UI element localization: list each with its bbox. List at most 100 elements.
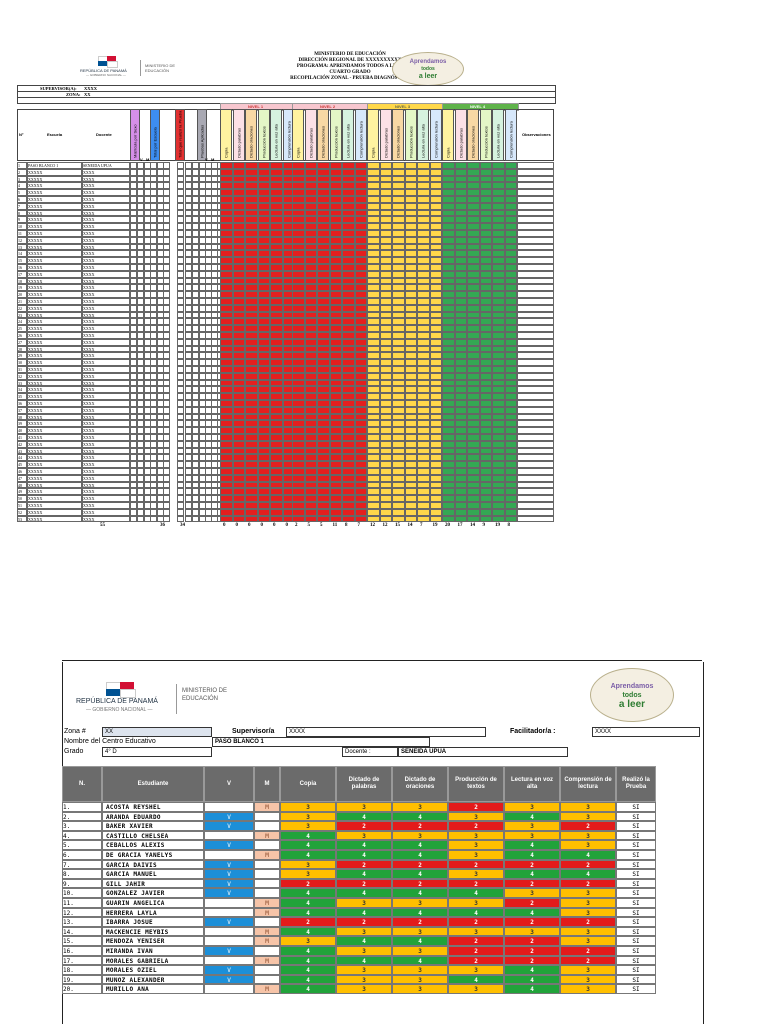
level-cell [467, 474, 480, 482]
level-cell [304, 182, 317, 190]
student-row[interactable]: 6. DE GRACIA YANELYS M 4 4 4 3 4 4 SI [62, 850, 702, 860]
row-count-cell [185, 508, 192, 516]
student-row[interactable]: 2. ARANDA EDUARDO V 3 4 4 3 4 3 SI [62, 811, 702, 822]
level-cell [232, 209, 245, 217]
row-docente: XXXX [82, 223, 130, 230]
level-cell [467, 379, 480, 387]
student-row[interactable]: 1. ACOSTA REYSHEL M 3 3 3 2 3 3 SI [62, 802, 702, 812]
level-cell [367, 359, 380, 366]
row-count-cell [150, 508, 157, 516]
level-cell [245, 434, 258, 441]
level-cell [392, 427, 405, 434]
level-cell [467, 434, 480, 441]
country-name: REPÚBLICA DE PANAMÁ [80, 68, 127, 73]
level-cell [379, 277, 392, 285]
supervisor-field[interactable]: XXXX [286, 727, 486, 737]
level-cell [392, 304, 405, 312]
level-cell [270, 359, 283, 366]
facilitador-field[interactable]: XXXX [592, 727, 700, 737]
sex-v-mark: V [204, 974, 254, 985]
level-cell [404, 379, 417, 387]
level-cell [417, 189, 430, 196]
student-row[interactable]: 20. MURILLO ANA M 4 3 3 3 4 3 SI [62, 984, 702, 994]
row-observaciones [517, 427, 554, 434]
level-cell [442, 196, 455, 203]
student-row[interactable]: 8. GARCIA MANUEL V 3 4 4 3 4 4 SI [62, 869, 702, 879]
level-cell [257, 508, 270, 516]
summary-sheet: REPÚBLICA DE PANAMÁ — GOBIERNO NACIONAL … [17, 52, 556, 528]
level-cell [442, 270, 455, 278]
grado-field[interactable]: 4° D [102, 747, 212, 757]
row-count-cell [185, 427, 192, 434]
student-row[interactable]: 5. CEBALLOS ALEXIS V 4 4 4 3 4 3 SI [62, 840, 702, 850]
level-cell [354, 427, 367, 434]
gov-label: — GOBIERNO NACIONAL — [86, 73, 126, 77]
row-count-cell [137, 202, 144, 210]
row-count-cell [137, 440, 144, 448]
student-row[interactable]: 10. GONZALEZ JAVIER V 4 4 4 4 3 3 SI [62, 888, 702, 898]
level-cell [245, 440, 258, 448]
header-estudiante: Estudiante [102, 766, 204, 802]
level-cell [442, 175, 455, 183]
level-cell [392, 488, 405, 496]
level-cell [232, 162, 245, 169]
centro-field[interactable]: PASO BLANCO 1 [212, 737, 430, 747]
row-escuela: XXXXX [27, 202, 82, 210]
level-cell [292, 304, 305, 312]
skill-header-label: Comprensión lectura [286, 121, 291, 158]
level-cell [329, 230, 342, 237]
student-row[interactable]: 13. IBARRA JOSUE V 2 2 2 2 2 2 SI [62, 917, 702, 927]
zona-field[interactable]: XX [102, 727, 212, 737]
level-cell [245, 413, 258, 421]
level-cell [392, 291, 405, 298]
skill-header: Copia [220, 109, 232, 161]
level-cell [392, 189, 405, 196]
student-row[interactable]: 3. BAKER XAVIER V 3 2 2 2 3 2 SI [62, 821, 702, 831]
student-row[interactable]: 7. GARCIA DAIVIS V 3 2 2 2 2 2 SI [62, 859, 702, 870]
level-cell [304, 189, 317, 196]
student-number: 18. [62, 965, 102, 975]
level-cell [292, 189, 305, 196]
score-cell: 4 [504, 974, 560, 985]
row-count-cell [150, 304, 157, 312]
docente-field[interactable]: SENEIDA UPUA [398, 747, 568, 757]
level-cell [479, 352, 492, 360]
score-cell: 2 [504, 917, 560, 927]
student-row[interactable]: 18. MORALES OZIEL V 4 3 3 3 4 3 SI [62, 965, 702, 975]
row-count-cell [177, 298, 184, 305]
student-row[interactable]: 12. HERRERA LAYLA M 4 4 4 4 4 3 SI [62, 907, 702, 918]
student-row[interactable]: 16. MIRANDA IVAN V 4 3 3 2 2 2 SI [62, 946, 702, 956]
level-cell [504, 386, 517, 394]
student-row[interactable]: 17. MORALES GABRIELA M 4 4 4 2 2 2 SI [62, 955, 702, 966]
level-cell [454, 372, 467, 380]
row-observaciones [517, 515, 554, 523]
student-row[interactable]: 14. MACKENCIE MEYBIS M 4 3 3 3 3 3 SI [62, 926, 702, 937]
row-count-cell [185, 366, 192, 373]
score-cell: 3 [448, 830, 504, 841]
student-row[interactable]: 19. MUNOZ ALEXANDER V 4 3 3 4 4 3 SI [62, 974, 702, 985]
level-cell [454, 461, 467, 468]
score-cell: 3 [560, 888, 616, 898]
student-row[interactable]: 11. GUARIN ANGELICA M 4 3 3 3 2 3 SI [62, 898, 702, 908]
row-number: 2 [17, 168, 27, 176]
school-row: 3 XXXXX XXXX [17, 175, 554, 183]
score-cell: 3 [448, 869, 504, 879]
level-cell [404, 515, 417, 523]
row-count-cell [163, 502, 170, 509]
level-total: 20 [445, 523, 450, 528]
row-escuela: XXXXX [27, 250, 82, 258]
row-count-cell [150, 196, 157, 203]
row-count-cell [137, 325, 144, 332]
level-cell [492, 236, 505, 244]
student-row[interactable]: 9. GILL JAHIR V 2 2 2 2 2 2 SI [62, 878, 702, 889]
student-row[interactable]: 4. CASTILLO CHELSEA M 4 3 3 3 3 3 SI [62, 830, 702, 841]
supervisor-label: Supervisor/a [232, 728, 275, 735]
level-cell [220, 359, 233, 366]
skill-header-label: Producción textos [483, 126, 488, 158]
realizo-cell: SI [616, 946, 656, 956]
score-cell: 4 [560, 869, 616, 879]
student-row[interactable]: 15. MENDOZA YENISER M 3 4 4 2 2 3 SI [62, 936, 702, 946]
level-cell [392, 434, 405, 441]
row-count-cell [177, 400, 184, 407]
level-cell [417, 400, 430, 407]
